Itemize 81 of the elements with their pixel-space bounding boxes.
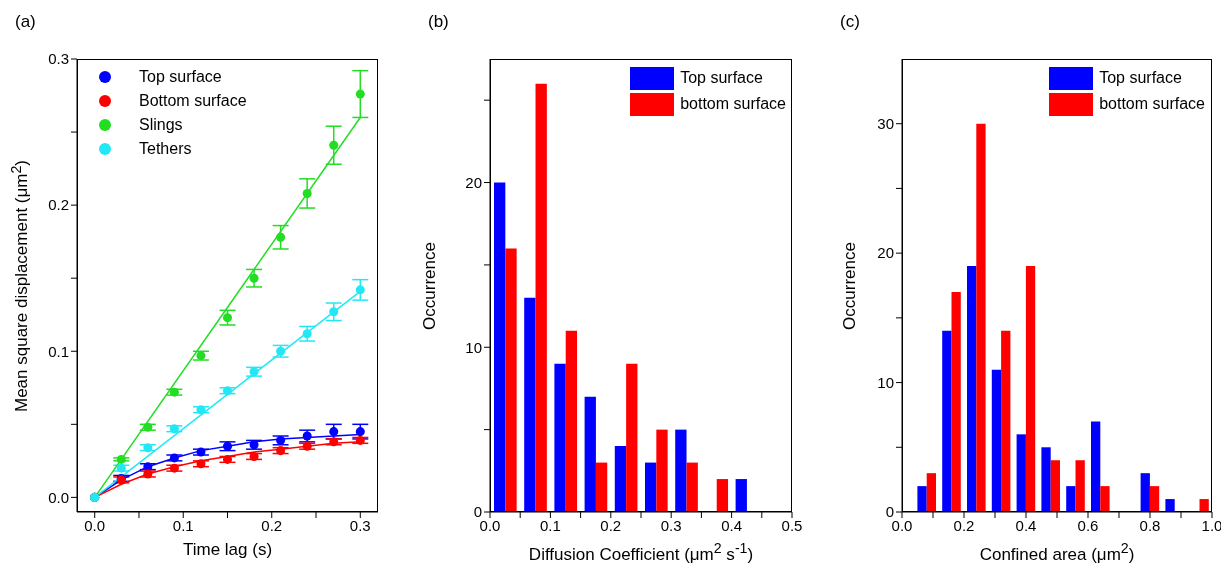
point (276, 446, 286, 456)
point (196, 405, 206, 415)
x-axis-title: Diffusion Coefficient (μm$^{2}$ s$^{-1}$) (528, 540, 754, 565)
x-tick-label: 0.2 (261, 516, 283, 534)
x-tick-label: 0.1 (172, 516, 194, 534)
y-tick-label: 0 (885, 503, 894, 521)
chart-title: (c) (840, 12, 860, 32)
legend-label: bottom surface (680, 94, 786, 114)
point (355, 427, 365, 437)
y-tick-label: 0.2 (48, 196, 69, 214)
x-axis-title: Confined area (μm$^{2}$) (979, 540, 1135, 565)
x-tick-label: 0.2 (600, 516, 622, 534)
x-tick-label: 0.0 (479, 516, 501, 534)
point (302, 188, 312, 198)
point (222, 313, 233, 323)
point (276, 232, 286, 242)
point (196, 459, 206, 469)
point (276, 435, 286, 445)
x-tick-label: 0.1 (539, 516, 561, 534)
point (249, 440, 259, 450)
point (143, 462, 153, 472)
point (222, 386, 233, 396)
point (143, 443, 153, 453)
point (196, 447, 206, 457)
legend-label: Slings (139, 115, 183, 135)
x-tick-label: 0.4 (1015, 516, 1037, 534)
point (355, 89, 365, 99)
legend-label: Top surface (139, 67, 222, 87)
y-tick-label: 30 (877, 115, 894, 133)
legend-label: Bottom surface (139, 91, 247, 111)
y-axis-title: Occurrence (840, 241, 860, 330)
x-tick-label: 0.3 (660, 516, 682, 534)
chart-title: (b) (428, 12, 449, 32)
point (116, 454, 126, 464)
point (329, 437, 339, 447)
y-tick-label: 0.0 (48, 488, 69, 506)
point (143, 469, 153, 479)
y-tick-label: 10 (877, 373, 894, 391)
point (355, 435, 365, 445)
y-tick-label: 0.3 (48, 50, 69, 68)
point (249, 273, 259, 283)
point (169, 387, 179, 397)
x-tick-label: 0.4 (721, 516, 743, 534)
x-axis-title: Time lag (s) (182, 540, 273, 560)
legend-label: Top surface (680, 68, 763, 88)
y-axis-title: Occurrence (420, 241, 440, 330)
point (169, 463, 179, 473)
point (329, 427, 339, 437)
point (249, 451, 259, 461)
point (116, 463, 126, 473)
y-tick-label: 10 (465, 338, 482, 356)
point (302, 431, 312, 441)
point (329, 140, 339, 150)
x-tick-label: 0.6 (1077, 516, 1099, 534)
point (222, 441, 233, 451)
legend-label: Top surface (1099, 68, 1182, 88)
x-tick-label: 0.0 (891, 516, 913, 534)
legend-label: Tethers (139, 139, 192, 159)
chart-title: (a) (15, 12, 36, 32)
point (302, 329, 312, 339)
legend-label: bottom surface (1099, 94, 1205, 114)
y-tick-label: 20 (877, 244, 894, 262)
point (329, 307, 339, 317)
point (196, 351, 206, 361)
y-tick-label: 20 (465, 173, 482, 191)
x-tick-label: 0.8 (1139, 516, 1161, 534)
point (276, 346, 286, 356)
x-tick-label: 1.0 (1201, 516, 1223, 534)
y-tick-label: 0 (473, 503, 482, 521)
x-tick-label: 0.0 (84, 516, 106, 534)
x-tick-label: 0.3 (349, 516, 371, 534)
point (222, 454, 233, 464)
point (249, 367, 259, 377)
point (302, 441, 312, 451)
point (169, 424, 179, 434)
point (143, 422, 153, 432)
point (355, 285, 365, 295)
x-tick-label: 0.2 (953, 516, 975, 534)
y-tick-label: 0.1 (48, 342, 69, 360)
x-tick-label: 0.5 (781, 516, 803, 534)
point (169, 453, 179, 463)
